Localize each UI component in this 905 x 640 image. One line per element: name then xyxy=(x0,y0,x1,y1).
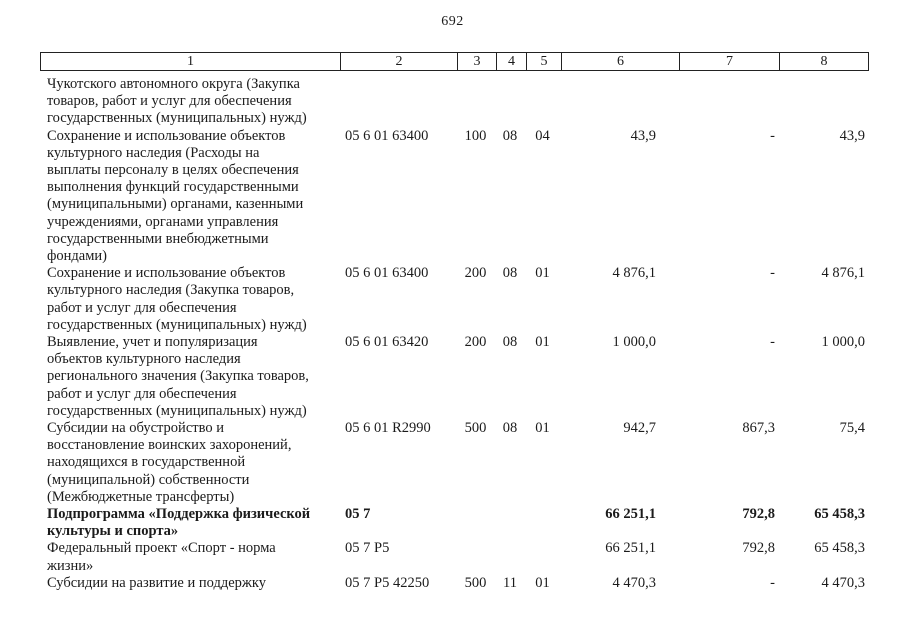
row-name-cell: Подпрограмма «Поддержка физической культ… xyxy=(47,506,311,540)
row-amount-col8-cell: 4 470,3 xyxy=(821,574,866,591)
row-amount-col6-cell: 4 876,1 xyxy=(612,265,657,282)
row-subsection-cell: 04 xyxy=(535,127,550,144)
row-name-cell: Субсидии на развитие и поддержку xyxy=(47,574,266,591)
row-expense-type-cell: 200 xyxy=(464,265,487,282)
table-row: Сохранение и использование объектов куль… xyxy=(40,128,869,266)
row-amount-col6-cell: 43,9 xyxy=(630,127,656,144)
row-amount-col8-cell: 75,4 xyxy=(839,420,865,437)
table-row: Сохранение и использование объектов куль… xyxy=(40,265,869,334)
row-name-cell: Выявление, учет и популяризация объектов… xyxy=(47,334,309,419)
column-header-5: 5 xyxy=(526,53,561,70)
budget-table: 1 2 3 4 5 6 7 8 Чукотского автономного о… xyxy=(40,52,869,592)
row-section-cell: 08 xyxy=(502,334,518,351)
table-row: Чукотского автономного округа (Закупка т… xyxy=(40,76,869,128)
row-code-cell: 05 6 01 63420 xyxy=(345,334,429,351)
row-amount-col6-cell: 4 470,3 xyxy=(612,574,657,591)
column-header-1: 1 xyxy=(187,53,194,69)
column-header-6: 6 xyxy=(561,53,679,70)
column-header-3: 3 xyxy=(457,53,496,70)
table-header-row: 1 2 3 4 5 6 7 8 xyxy=(40,52,869,71)
row-amount-col7-cell: - xyxy=(770,265,775,282)
row-amount-col8-cell: 65 458,3 xyxy=(814,506,865,523)
row-name-cell: Сохранение и использование объектов куль… xyxy=(47,265,307,333)
page-number: 692 xyxy=(441,14,464,29)
row-subsection-cell: 01 xyxy=(535,334,550,351)
row-amount-col7-cell: 792,8 xyxy=(742,506,775,523)
row-expense-type-cell: 200 xyxy=(464,334,487,351)
table-row: Подпрограмма «Поддержка физической культ… xyxy=(40,506,869,540)
row-code-cell: 05 6 01 R2990 xyxy=(345,420,431,437)
row-code-cell: 05 6 01 63400 xyxy=(345,127,429,144)
row-section-cell: 08 xyxy=(502,265,518,282)
row-code-cell: 05 7 P5 xyxy=(345,540,390,557)
row-expense-type-cell: 500 xyxy=(464,574,487,591)
row-expense-type-cell: 100 xyxy=(464,127,487,144)
table-row: Федеральный проект «Спорт - норма жизни»… xyxy=(40,540,869,574)
row-amount-col7-cell: 867,3 xyxy=(742,420,775,437)
row-amount-col6-cell: 66 251,1 xyxy=(605,540,656,557)
table-body: Чукотского автономного округа (Закупка т… xyxy=(40,76,869,592)
row-amount-col8-cell: 4 876,1 xyxy=(821,265,866,282)
row-amount-col6-cell: 1 000,0 xyxy=(612,334,657,351)
row-subsection-cell: 01 xyxy=(535,265,550,282)
row-section-cell: 08 xyxy=(502,420,518,437)
row-code-cell: 05 6 01 63400 xyxy=(345,265,429,282)
row-name-cell: Федеральный проект «Спорт - норма жизни» xyxy=(47,540,276,574)
row-code-cell: 05 7 xyxy=(345,506,371,523)
row-section-cell: 11 xyxy=(503,574,517,591)
column-header-4: 4 xyxy=(496,53,526,70)
row-subsection-cell: 01 xyxy=(535,574,550,591)
row-name-cell: Субсидии на обустройство и восстановлени… xyxy=(47,420,292,505)
row-amount-col8-cell: 1 000,0 xyxy=(821,334,866,351)
table-row: Выявление, учет и популяризация объектов… xyxy=(40,334,869,420)
column-header-8: 8 xyxy=(779,53,868,70)
row-name-cell: Чукотского автономного округа (Закупка т… xyxy=(47,76,307,127)
row-amount-col7-cell: 792,8 xyxy=(742,540,775,557)
row-amount-col7-cell: - xyxy=(770,574,775,591)
row-expense-type-cell: 500 xyxy=(464,420,487,437)
row-amount-col7-cell: - xyxy=(770,334,775,351)
column-header-2: 2 xyxy=(340,53,457,70)
table-row: Субсидии на обустройство и восстановлени… xyxy=(40,420,869,506)
row-code-cell: 05 7 P5 42250 xyxy=(345,574,430,591)
row-subsection-cell: 01 xyxy=(535,420,550,437)
row-amount-col8-cell: 65 458,3 xyxy=(814,540,865,557)
row-section-cell: 08 xyxy=(502,127,518,144)
row-name-cell: Сохранение и использование объектов куль… xyxy=(47,127,304,265)
row-amount-col8-cell: 43,9 xyxy=(839,127,865,144)
row-amount-col6-cell: 942,7 xyxy=(623,420,656,437)
row-amount-col7-cell: - xyxy=(770,127,775,144)
row-amount-col6-cell: 66 251,1 xyxy=(605,506,656,523)
column-header-7: 7 xyxy=(679,53,779,70)
table-row: Субсидии на развитие и поддержку 05 7 P5… xyxy=(40,575,869,592)
